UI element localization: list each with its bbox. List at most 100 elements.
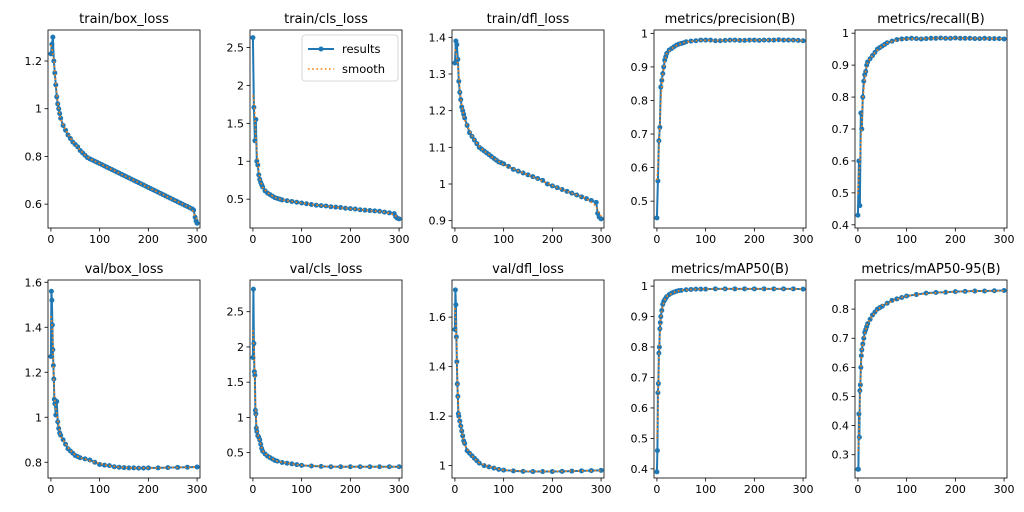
- results-point: [52, 70, 58, 76]
- results-point: [855, 466, 861, 472]
- y-tick-label: 0.8: [631, 341, 649, 354]
- results-point: [357, 207, 363, 213]
- plot-frame: [854, 29, 1008, 229]
- results-point: [928, 35, 934, 41]
- results-point: [800, 286, 806, 292]
- results-point: [751, 37, 757, 43]
- results-point: [790, 286, 796, 292]
- results-point: [347, 464, 353, 470]
- plot-frame: [249, 29, 403, 229]
- results-point: [766, 37, 772, 43]
- subplot-title: metrics/mAP50(B): [671, 262, 789, 277]
- results-point: [879, 303, 885, 309]
- results-point: [194, 220, 200, 226]
- results-point: [284, 198, 290, 204]
- results-point: [338, 464, 344, 470]
- results-point: [698, 286, 704, 292]
- x-tick-label: 200: [138, 483, 159, 496]
- results-point: [732, 286, 738, 292]
- results-point: [909, 35, 915, 41]
- results-point: [967, 35, 973, 41]
- legend-results-marker: [318, 46, 324, 52]
- subplot-3: metrics/precision(B) 0 100 200 300 0.5 0.6 0.7 0…: [631, 12, 814, 246]
- results-point: [457, 418, 463, 424]
- x-tick-label: 300: [994, 483, 1015, 496]
- y-tick-label: 1.1: [429, 141, 447, 154]
- results-point: [923, 290, 929, 296]
- results-series-line: [655, 287, 804, 472]
- x-tick-label: 0: [653, 233, 660, 246]
- results-point: [250, 35, 256, 41]
- y-tick-label: 0.7: [832, 123, 850, 136]
- results-point: [313, 202, 319, 208]
- results-point: [781, 37, 787, 43]
- results-point: [367, 208, 373, 214]
- results-point: [982, 288, 988, 294]
- subplot-6: val/cls_loss 0 100 200 300 0.5 1 1.5 2 2.5: [227, 262, 410, 496]
- results-point: [284, 460, 290, 466]
- results-point: [367, 464, 373, 470]
- results-point: [722, 37, 728, 43]
- x-tick-label: 200: [744, 483, 765, 496]
- results-point: [861, 78, 867, 84]
- subplot-title: metrics/precision(B): [665, 12, 796, 27]
- results-point: [50, 363, 56, 368]
- results-point: [452, 327, 458, 332]
- subplot-1: train/cls_loss 0 100 200 300 0.5 1 1.5 2 2.5: [227, 12, 410, 246]
- y-tick-label: 1: [237, 155, 244, 168]
- results-point: [294, 462, 300, 468]
- results-point: [318, 463, 324, 469]
- results-point: [857, 382, 863, 388]
- y-tick-label: 1.2: [25, 55, 43, 68]
- results-point: [962, 35, 968, 41]
- results-point: [155, 465, 161, 471]
- y-tick-label: 1.4: [429, 31, 447, 44]
- results-point: [48, 288, 54, 294]
- results-point: [858, 353, 864, 359]
- y-tick-label: 1: [237, 411, 244, 424]
- x-tick-label: 200: [744, 233, 765, 246]
- y-tick-label: 0.6: [25, 198, 43, 211]
- y-tick-label: 0.6: [832, 155, 850, 168]
- results-point: [860, 341, 866, 347]
- results-point: [598, 467, 604, 473]
- y-tick-label: 1: [35, 411, 42, 424]
- y-tick-label: 1.6: [25, 276, 43, 289]
- subplot-title: train/dfl_loss: [487, 12, 570, 27]
- x-tick-label: 0: [451, 233, 458, 246]
- x-tick-label: 0: [653, 483, 660, 496]
- results-point: [1001, 287, 1007, 293]
- results-point: [338, 205, 344, 211]
- subplot-9: metrics/mAP50-95(B) 0 100 200 300 0.3 0.4 0.5 0.…: [832, 262, 1015, 496]
- subplot-0: train/box_loss 0 100 200 300 0.6 0.8 1 1.2: [25, 12, 208, 246]
- subplot-title: train/cls_loss: [284, 12, 368, 27]
- subplot-title: val/cls_loss: [290, 262, 363, 277]
- y-tick-label: 2: [237, 341, 244, 354]
- results-point: [858, 364, 864, 370]
- plot-frame: [854, 279, 1008, 479]
- results-point: [396, 216, 402, 222]
- results-point: [549, 469, 555, 475]
- x-tick-label: 100: [896, 233, 917, 246]
- plot-frame: [47, 279, 201, 479]
- results-point: [544, 181, 550, 187]
- x-tick-label: 300: [187, 483, 208, 496]
- plot-frame: [653, 29, 807, 229]
- results-point: [859, 126, 865, 132]
- results-point: [49, 297, 55, 303]
- results-point: [717, 38, 723, 44]
- results-point: [250, 286, 256, 292]
- subplot-5: val/box_loss 0 100 200 300 0.8 1 1.2 1.4 1.6: [25, 262, 208, 496]
- y-tick-label: 1.4: [429, 361, 447, 374]
- results-point: [678, 287, 684, 293]
- results-point: [131, 465, 137, 471]
- results-point: [58, 115, 64, 121]
- y-tick-label: 1.3: [429, 68, 447, 81]
- results-point: [933, 35, 939, 41]
- results-point: [656, 344, 662, 350]
- results-point: [861, 335, 867, 341]
- smooth-series-line: [454, 307, 602, 473]
- x-tick-label: 300: [793, 233, 814, 246]
- subplot-4: metrics/recall(B) 0 100 200 300 0.4 0.5 0.6 0.7 0…: [832, 12, 1015, 246]
